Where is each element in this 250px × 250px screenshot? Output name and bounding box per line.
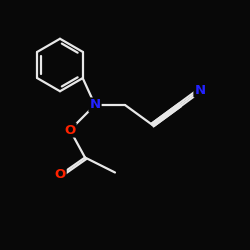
Text: N: N xyxy=(194,84,205,96)
Text: O: O xyxy=(54,168,66,181)
Text: O: O xyxy=(64,124,76,136)
Text: N: N xyxy=(90,98,101,112)
